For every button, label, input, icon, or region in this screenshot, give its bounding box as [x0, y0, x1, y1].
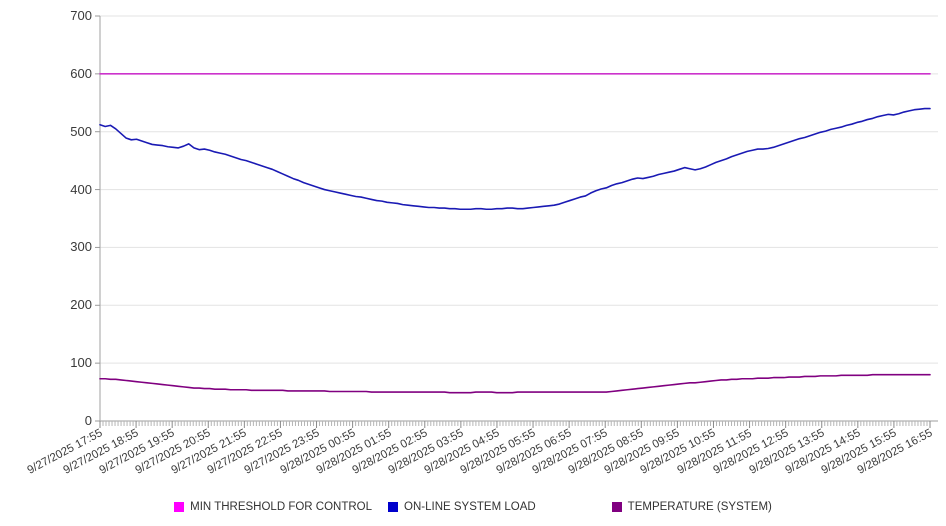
legend-item-min-threshold[interactable]: MIN THRESHOLD FOR CONTROL: [174, 501, 372, 513]
y-axis-tick-label: 400: [70, 181, 92, 197]
y-axis-tick-label: 600: [70, 65, 92, 81]
y-axis-tick-label: 300: [70, 239, 92, 255]
chart-axis-lines: [95, 15, 938, 422]
chart-plot-area: [95, 15, 938, 428]
chart-y-axis-labels: 700 600 500 400 300 200 100 0: [52, 0, 92, 440]
legend-label-min-threshold: MIN THRESHOLD FOR CONTROL: [190, 501, 373, 513]
y-axis-tick-label: 0: [84, 413, 92, 428]
legend-item-online-system-load[interactable]: ON-LINE SYSTEM LOAD: [388, 501, 536, 513]
chart-series-lines: [99, 73, 931, 394]
chart-legend: MIN THRESHOLD FOR CONTROL ON-LINE SYSTEM…: [0, 496, 946, 518]
legend-swatch-min-threshold: [174, 502, 185, 512]
legend-swatch-temperature-system: [611, 502, 622, 512]
legend-label-temperature-system: TEMPERATURE (SYSTEM): [627, 501, 772, 513]
legend-label-online-system-load: ON-LINE SYSTEM LOAD: [404, 501, 536, 513]
chart-x-minor-ticks: [99, 421, 931, 428]
y-axis-tick-label: 700: [70, 8, 92, 23]
legend-item-temperature-system[interactable]: TEMPERATURE (SYSTEM): [611, 501, 772, 513]
y-axis-tick-label: 200: [70, 297, 92, 313]
y-axis-tick-label: 100: [70, 355, 92, 371]
legend-swatch-online-system-load: [388, 502, 399, 512]
y-axis-tick-label: 500: [70, 123, 92, 139]
chart-gridlines: [100, 15, 938, 364]
